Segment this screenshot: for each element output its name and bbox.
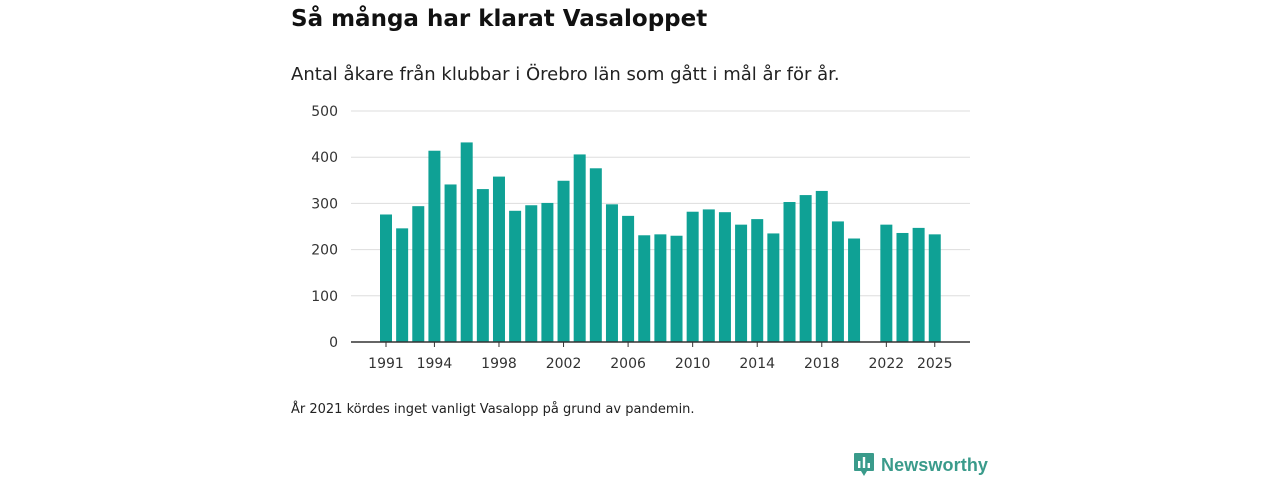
bar-2006 bbox=[622, 215, 635, 342]
bar-2004 bbox=[589, 168, 602, 342]
bar-2009 bbox=[670, 235, 683, 342]
x-tick-label-2006: 2006 bbox=[610, 356, 646, 372]
y-tick-label-400: 400 bbox=[311, 150, 338, 166]
bar-1992 bbox=[396, 228, 409, 342]
bar-2017 bbox=[799, 195, 812, 342]
chart-subtitle: Antal åkare från klubbar i Örebro län so… bbox=[291, 64, 840, 85]
x-tick-label-2025: 2025 bbox=[917, 356, 953, 372]
y-tick-label-100: 100 bbox=[311, 289, 338, 305]
y-tick-label-200: 200 bbox=[311, 243, 338, 259]
bar-2008 bbox=[654, 234, 667, 342]
x-tick-label-2002: 2002 bbox=[546, 356, 582, 372]
bar-2018 bbox=[815, 190, 828, 342]
brand-name: Newsworthy bbox=[881, 454, 989, 475]
y-tick-label-500: 500 bbox=[311, 104, 338, 120]
bar-2010 bbox=[686, 211, 699, 342]
bar-2002 bbox=[557, 180, 570, 342]
bar-2019 bbox=[831, 221, 844, 342]
bar-2000 bbox=[525, 205, 538, 342]
bar-2024 bbox=[912, 227, 925, 342]
footnote: År 2021 kördes inget vanligt Vasalopp på… bbox=[291, 402, 695, 417]
bar-2016 bbox=[783, 202, 796, 342]
y-tick-label-0: 0 bbox=[329, 335, 338, 351]
chart-title: Så många har klarat Vasaloppet bbox=[291, 6, 708, 32]
bar-1997 bbox=[476, 189, 489, 342]
x-tick-label-1998: 1998 bbox=[481, 356, 517, 372]
bar-2011 bbox=[702, 209, 715, 342]
x-tick-label-2018: 2018 bbox=[804, 356, 840, 372]
bars bbox=[380, 142, 941, 342]
x-tick-label-2022: 2022 bbox=[869, 356, 905, 372]
bar-1995 bbox=[444, 184, 457, 342]
bar-1999 bbox=[509, 210, 522, 342]
bar-2007 bbox=[638, 235, 651, 342]
bar-2020 bbox=[848, 238, 861, 342]
bar-2015 bbox=[767, 233, 780, 342]
bar-2001 bbox=[541, 202, 554, 342]
bar-2022 bbox=[880, 224, 893, 342]
x-axis-ticks: 1991 1994 1998 2002 2006 2010 2014 2018 2022 2025 bbox=[368, 342, 953, 372]
x-tick-label-1994: 1994 bbox=[417, 356, 453, 372]
bar-1996 bbox=[460, 142, 473, 342]
bar-1994 bbox=[428, 150, 441, 342]
bar-2003 bbox=[573, 154, 586, 342]
y-axis-ticks: 0 100 200 300 400 500 bbox=[311, 104, 338, 351]
bar-1991 bbox=[380, 214, 392, 342]
bar-2013 bbox=[735, 224, 748, 342]
bar-2014 bbox=[751, 219, 764, 342]
brand-logo: Newsworthy bbox=[853, 452, 988, 478]
bar-2005 bbox=[605, 204, 618, 342]
bar-chart: 0 100 200 300 400 500 1991 1994 1998 2002 2006 201… bbox=[311, 104, 970, 372]
y-tick-label-300: 300 bbox=[311, 196, 338, 212]
x-tick-label-2014: 2014 bbox=[739, 356, 775, 372]
bar-2025 bbox=[928, 234, 941, 342]
x-tick-label-1991: 1991 bbox=[368, 356, 404, 372]
newsworthy-icon bbox=[854, 453, 874, 476]
bar-2023 bbox=[896, 232, 909, 342]
bar-1993 bbox=[412, 206, 425, 342]
x-tick-label-2010: 2010 bbox=[675, 356, 711, 372]
bar-2012 bbox=[718, 212, 731, 342]
bar-1998 bbox=[492, 176, 505, 342]
